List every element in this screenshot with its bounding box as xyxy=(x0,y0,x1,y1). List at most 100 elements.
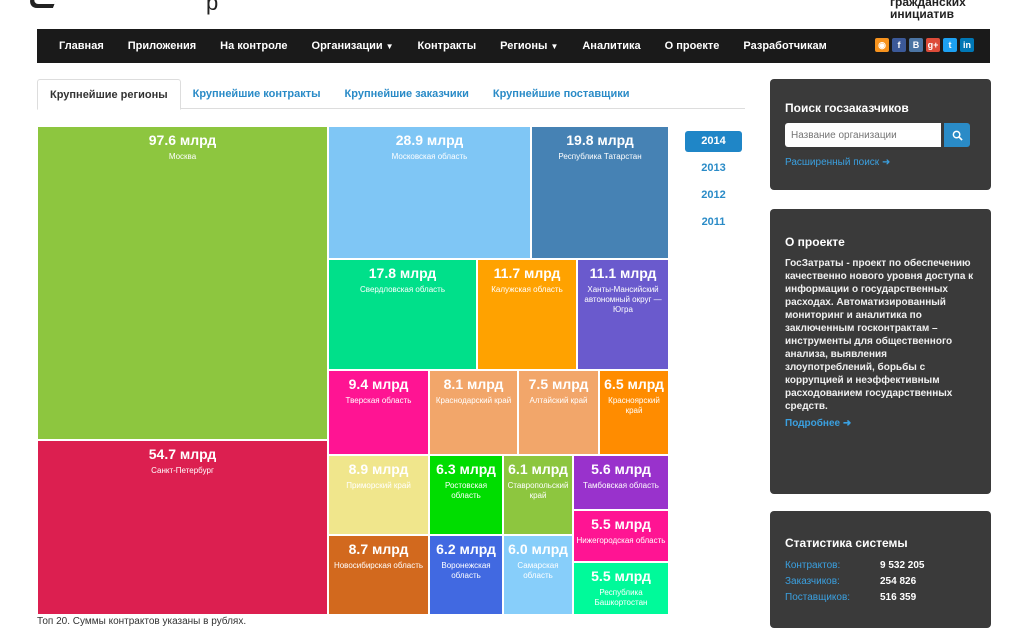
stat-customers: Заказчиков: 254 826 xyxy=(785,574,976,590)
treemap-cell[interactable]: 8.7 млрд Новосибирская область xyxy=(328,535,429,615)
nav-about[interactable]: О проекте xyxy=(664,40,720,52)
cell-region: Нижегородская область xyxy=(576,536,666,545)
cell-region: Красноярский край xyxy=(608,396,660,415)
cell-amount: 19.8 млрд xyxy=(566,132,634,148)
nav-apps[interactable]: Приложения xyxy=(127,40,197,52)
cell-amount: 7.5 млрд xyxy=(528,376,589,392)
treemap-cell[interactable]: 17.8 млрд Свердловская область xyxy=(328,259,477,370)
treemap-cell[interactable]: 97.6 млрд Москва xyxy=(37,126,328,440)
nav-contracts[interactable]: Контракты xyxy=(417,40,477,52)
cell-amount: 6.5 млрд xyxy=(604,376,664,392)
search-panel: Поиск госзаказчиков Расширенный поиск ➜ xyxy=(770,79,991,190)
cell-region: Санкт-Петербург xyxy=(151,466,214,475)
cell-amount: 6.1 млрд xyxy=(508,461,568,477)
cell-region: Москва xyxy=(168,152,197,161)
treemap-cell[interactable]: 6.0 млрд Самарская область xyxy=(503,535,573,615)
nav-organizations[interactable]: Организации ▼ xyxy=(312,40,394,52)
cell-amount: 17.8 млрд xyxy=(368,265,437,281)
nav-analytics[interactable]: Аналитика xyxy=(582,40,641,52)
more-link[interactable]: Подробнее ➜ xyxy=(785,418,851,429)
cell-amount: 8.1 млрд xyxy=(443,376,504,392)
stat-label[interactable]: Заказчиков: xyxy=(785,576,840,587)
treemap-cell[interactable]: 9.4 млрд Тверская область xyxy=(328,370,429,455)
rss-icon[interactable]: ◉ xyxy=(875,38,889,52)
search-button[interactable] xyxy=(944,123,970,147)
treemap-cell[interactable]: 5.6 млрд Тамбовская область xyxy=(573,455,669,510)
treemap-cell[interactable]: 54.7 млрд Санкт-Петербург xyxy=(37,440,328,615)
treemap-cell[interactable]: 6.2 млрд Воронежская область xyxy=(429,535,503,615)
cell-amount: 11.1 млрд xyxy=(589,265,657,281)
chevron-down-icon: ▼ xyxy=(550,42,559,51)
about-text: ГосЗатраты - проект по обеспечению качес… xyxy=(785,258,974,412)
cell-region: Новосибирская область xyxy=(333,561,424,570)
stat-suppliers: Поставщиков: 516 359 xyxy=(785,590,976,606)
googleplus-icon[interactable]: g+ xyxy=(926,38,940,52)
treemap-cell[interactable]: 8.1 млрд Краснодарский край xyxy=(429,370,518,455)
facebook-icon[interactable]: f xyxy=(892,38,906,52)
twitter-icon[interactable]: t xyxy=(943,38,957,52)
org-name-line2: инициатив xyxy=(890,7,955,21)
treemap-cell[interactable]: 6.5 млрд Красноярский край xyxy=(599,370,669,455)
chevron-down-icon: ▼ xyxy=(385,42,394,51)
nav-home[interactable]: Главная xyxy=(59,40,104,52)
nav-developers[interactable]: Разработчикам xyxy=(743,40,827,52)
nav-regions-label: Регионы xyxy=(500,40,548,52)
stat-value: 9 532 205 xyxy=(880,560,925,571)
treemap-cell[interactable]: 5.5 млрд Республика Башкортостан xyxy=(573,562,669,615)
search-form xyxy=(785,123,976,147)
org-name: гражданских инициатив xyxy=(890,0,966,20)
cell-region: Воронежская область xyxy=(441,561,491,580)
cell-amount: 6.0 млрд xyxy=(508,541,568,557)
cell-region: Ставропольский край xyxy=(507,481,569,500)
treemap-cell[interactable]: 6.1 млрд Ставропольский край xyxy=(503,455,573,535)
treemap-cell[interactable]: 11.1 млрд Ханты-Мансийский автономный окр… xyxy=(577,259,669,370)
cell-region: Республика Башкортостан xyxy=(594,588,648,607)
main-navbar: Главная Приложения На контроле Организац… xyxy=(37,29,990,63)
treemap-cell[interactable]: 28.9 млрд Московская область xyxy=(328,126,531,259)
year-selector: 2014 2013 2012 2011 xyxy=(685,131,742,239)
linkedin-icon[interactable]: in xyxy=(960,38,974,52)
cell-amount: 5.5 млрд xyxy=(591,516,651,532)
treemap-cell[interactable]: 8.9 млрд Приморский край xyxy=(328,455,429,535)
stat-value: 254 826 xyxy=(880,576,917,587)
cell-region: Ростовская область xyxy=(444,481,488,500)
cell-region: Приморский край xyxy=(346,481,411,490)
tab-top-customers[interactable]: Крупнейшие заказчики xyxy=(344,88,469,100)
nav-monitoring[interactable]: На контроле xyxy=(220,40,288,52)
year-2013[interactable]: 2013 xyxy=(701,162,726,174)
treemap-cell[interactable]: 5.5 млрд Нижегородская область xyxy=(573,510,669,562)
treemap-cell[interactable]: 19.8 млрд Республика Татарстан xyxy=(531,126,669,259)
cell-region: Краснодарский край xyxy=(435,396,512,405)
regions-treemap: 97.6 млрд Москва 54.7 млрд Санкт-Петербург… xyxy=(37,126,669,615)
brand-logo[interactable] xyxy=(27,0,59,8)
year-2011[interactable]: 2011 xyxy=(701,216,726,228)
search-input[interactable] xyxy=(785,123,941,147)
treemap-cell[interactable]: 6.3 млрд Ростовская область xyxy=(429,455,503,535)
tab-top-regions[interactable]: Крупнейшие регионы xyxy=(37,79,181,110)
nav-regions[interactable]: Регионы ▼ xyxy=(500,40,558,52)
about-panel: О проекте ГосЗатраты - проект по обеспеч… xyxy=(770,209,991,494)
stat-label[interactable]: Контрактов: xyxy=(785,560,841,571)
cell-region: Калужская область xyxy=(491,285,563,294)
treemap-cell[interactable]: 7.5 млрд Алтайский край xyxy=(518,370,599,455)
advanced-search-label: Расширенный поиск xyxy=(785,157,880,168)
cell-amount: 8.7 млрд xyxy=(348,541,409,557)
arrow-right-circle-icon: ➜ xyxy=(842,418,852,429)
org-name-line1: гражданских xyxy=(890,0,966,9)
treemap-cell[interactable]: 11.7 млрд Калужская область xyxy=(477,259,577,370)
stat-label[interactable]: Поставщиков: xyxy=(785,592,851,603)
stat-value: 516 359 xyxy=(880,592,917,603)
tab-top-contracts[interactable]: Крупнейшие контракты xyxy=(192,88,321,100)
treemap-footnote: Топ 20. Суммы контрактов указаны в рубля… xyxy=(37,616,247,627)
cell-amount: 5.6 млрд xyxy=(591,461,651,477)
cell-region: Московская область xyxy=(391,152,468,161)
tab-top-suppliers[interactable]: Крупнейшие поставщики xyxy=(492,88,630,100)
search-icon xyxy=(952,130,963,141)
vk-icon[interactable]: B xyxy=(909,38,923,52)
year-2012[interactable]: 2012 xyxy=(701,189,726,201)
cell-amount: 54.7 млрд xyxy=(148,446,217,462)
year-2014[interactable]: 2014 xyxy=(685,131,742,152)
about-panel-title: О проекте xyxy=(785,235,845,249)
cell-amount: 6.3 млрд xyxy=(436,461,496,477)
advanced-search-link[interactable]: Расширенный поиск ➜ xyxy=(785,157,976,168)
